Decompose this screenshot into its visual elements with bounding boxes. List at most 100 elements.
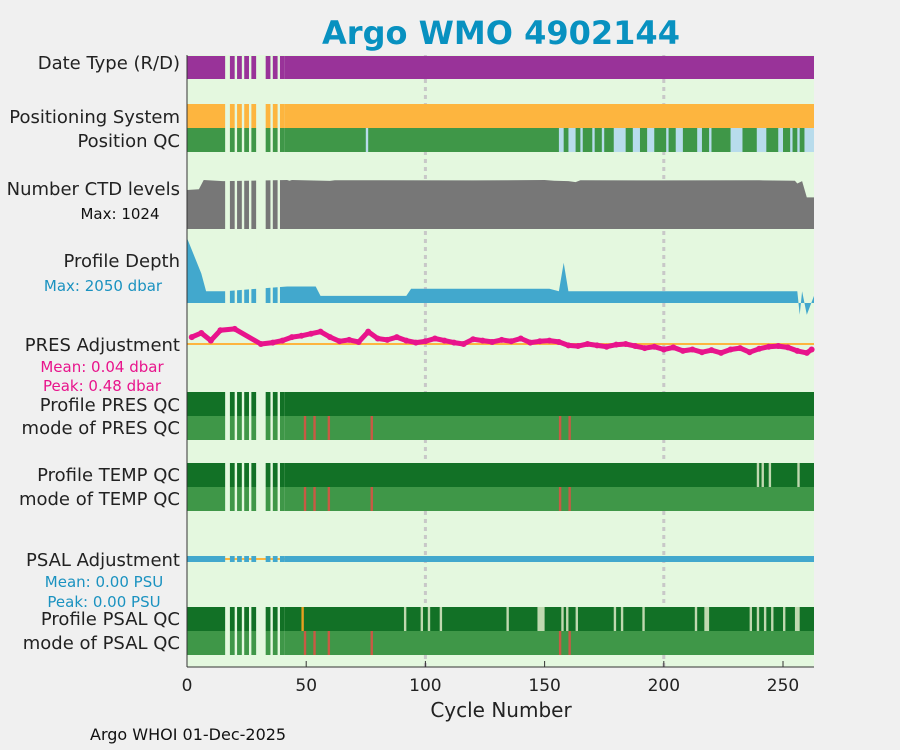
pres-adjustment-point-9: [298, 332, 305, 339]
pres-adjustment-point-57: [756, 345, 763, 352]
mode-pres-qc-band-8: [284, 416, 814, 440]
mode-temp-qc-band-4: [251, 487, 257, 511]
pres-adjustment-point-45: [641, 345, 648, 352]
positioning-system-band-1: [229, 104, 235, 128]
pres-adjustment-point-1: [198, 330, 205, 337]
profile-psal-qc-mark-1-7: [566, 607, 569, 631]
ctd-levels-gap-1: [234, 178, 238, 231]
profile-psal-qc-mark-1-12: [694, 607, 698, 631]
profile-pres-qc-band-7: [279, 392, 285, 416]
pres-adjustment-point-35: [546, 337, 553, 344]
position-qc-mark-0-0: [365, 128, 369, 152]
pres-adjustment-point-34: [536, 338, 543, 345]
date-type-band-6: [272, 56, 278, 79]
x-axis-label: Cycle Number: [430, 698, 572, 722]
position-qc-mark-0-8: [647, 128, 655, 152]
position-qc-mark-0-11: [697, 128, 702, 152]
profile-psal-qc-mark-1-13: [704, 607, 710, 631]
pres-adjustment-point-27: [470, 336, 477, 343]
x-tick-label-0: 0: [182, 676, 193, 696]
position-qc-mark-0-1: [558, 128, 564, 152]
pres-adjustment-point-18: [384, 336, 391, 343]
ctd-levels-area: [187, 180, 814, 229]
profile-psal-qc-mark-0-0: [301, 607, 304, 631]
pres-adjustment-point-62: [803, 349, 810, 356]
psal-adjustment-band-0: [187, 556, 226, 562]
pres-adjustment-point-37: [565, 342, 572, 349]
footer-credit: Argo WHOI 01-Dec-2025: [90, 725, 286, 744]
ctd-levels-sublabel: Max: 1024: [80, 205, 159, 223]
profile-depth-gap-1: [234, 236, 238, 305]
profile-depth-gap-0: [225, 236, 230, 305]
row-labels: Date Type (R/D) Positioning System Positio…: [7, 53, 180, 654]
profile-pres-qc-band-5: [265, 392, 271, 416]
position-qc-band-4: [251, 128, 257, 152]
profile-psal-qc-band-2: [237, 607, 242, 631]
profile-pres-qc-band-8: [284, 392, 814, 416]
ctd-levels-gap-4: [256, 178, 266, 231]
position-qc-mark-0-13: [730, 128, 743, 152]
position-qc-mark-0-3: [580, 128, 583, 152]
positioning-system-band-6: [272, 104, 278, 128]
mode-temp-qc-mark-0-2: [327, 487, 331, 511]
mode-psal-qc-mark-0-5: [568, 631, 571, 655]
mode-psal-qc-band-5: [265, 631, 271, 655]
profile-psal-qc-mark-1-4: [506, 607, 509, 631]
mode-psal-qc-band-0: [187, 631, 226, 655]
pres-adjustment-point-20: [403, 337, 410, 344]
date-type-band-1: [229, 56, 235, 79]
mode-psal-qc-band-6: [272, 631, 278, 655]
position-qc-band-3: [244, 128, 249, 152]
date-type-band-0: [187, 56, 226, 79]
mode-psal-qc-band-1: [229, 631, 235, 655]
profile-pres-qc-band-6: [272, 392, 278, 416]
pres-adjustment-sublabel2: Peak: 0.48 dbar: [43, 377, 162, 395]
position-qc-mark-0-17: [797, 128, 800, 152]
psal-adjustment-band-4: [251, 556, 257, 562]
profile-psal-qc-mark-1-2: [427, 607, 431, 631]
mode-temp-qc-band-8: [284, 487, 814, 511]
profile-psal-qc-band-0: [187, 607, 226, 631]
profile-temp-qc-mark-0-3: [797, 463, 800, 487]
ctd-levels-gap-5: [270, 178, 273, 231]
position-qc-mark-0-10: [675, 128, 683, 152]
pres-adjustment-point-39: [584, 341, 591, 347]
profile-depth-gap-6: [277, 236, 280, 305]
pres-adjustment-point-6: [269, 339, 276, 346]
date-type-band-3: [244, 56, 249, 79]
mode-psal-qc-band-8: [284, 631, 814, 655]
mode-psal-qc-band-3: [244, 631, 249, 655]
pres-adjustment-point-12: [327, 334, 334, 341]
mode-temp-qc-mark-0-3: [370, 487, 373, 511]
profile-psal-qc-mark-1-16: [763, 607, 767, 631]
profile-temp-qc-band-3: [244, 463, 249, 487]
profile-psal-qc-mark-1-8: [575, 607, 578, 631]
profile-psal-qc-band-7: [279, 607, 285, 631]
profile-psal-qc-mark-1-10: [620, 607, 624, 631]
positioning-system-label: Positioning System: [9, 107, 180, 128]
position-qc-mark-0-2: [568, 128, 576, 152]
pres-adjustment-point-0: [188, 334, 195, 341]
pres-adjustment-label: PRES Adjustment: [25, 335, 180, 356]
pres-adjustment-point-8: [288, 334, 295, 341]
pres-adjustment-point-13: [336, 338, 343, 345]
mode-pres-qc-band-3: [244, 416, 249, 440]
position-qc-mark-0-4: [592, 128, 595, 152]
psal-adjustment-band-3: [244, 556, 249, 562]
profile-psal-qc-band-6: [272, 607, 278, 631]
position-qc-band-0: [187, 128, 226, 152]
profile-temp-qc-mark-0-1: [761, 463, 764, 487]
pres-adjustment-point-7: [279, 337, 286, 344]
profile-psal-qc-mark-1-0: [403, 607, 407, 631]
mode-psal-qc-mark-0-0: [303, 631, 307, 655]
date-type-band-5: [265, 56, 271, 79]
pres-adjustment-point-40: [594, 342, 601, 349]
pres-adjustment-point-41: [603, 343, 610, 350]
pres-adjustment-point-59: [775, 343, 782, 350]
pres-adjustment-point-15: [355, 338, 362, 345]
profile-depth-sublabel: Max: 2050 dbar: [44, 277, 163, 295]
mode-pres-qc-band-6: [272, 416, 278, 440]
profile-psal-qc-band-1: [229, 607, 235, 631]
profile-pres-qc-band-1: [229, 392, 235, 416]
position-qc-mark-0-9: [666, 128, 669, 152]
